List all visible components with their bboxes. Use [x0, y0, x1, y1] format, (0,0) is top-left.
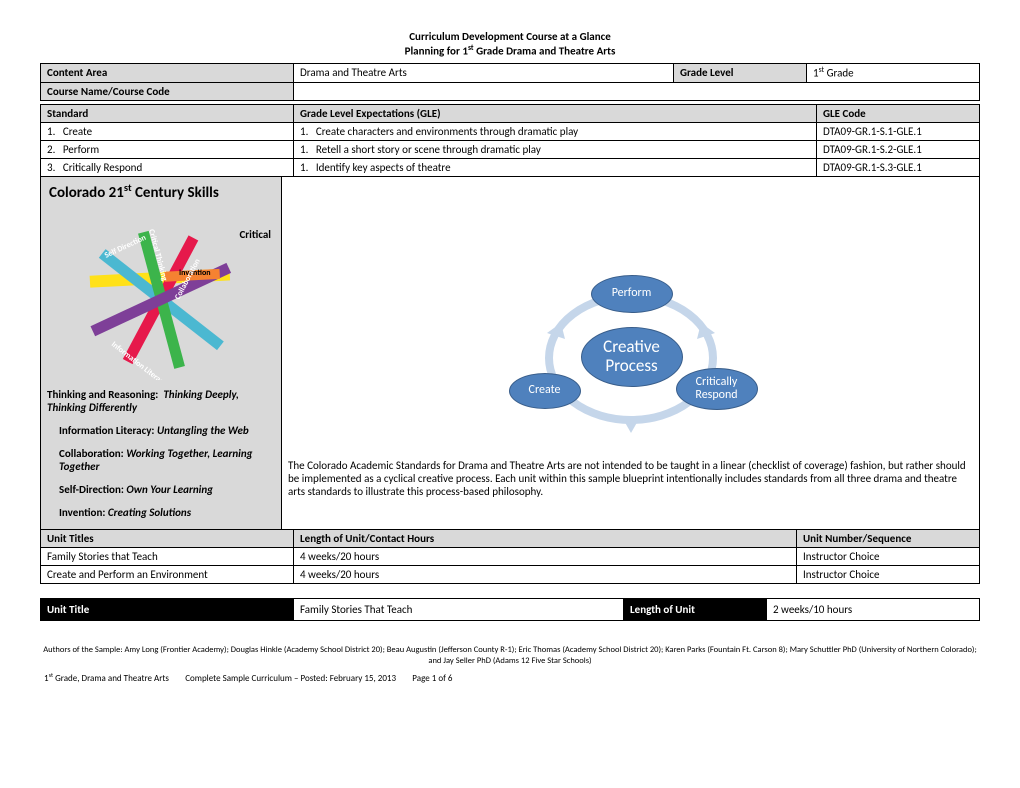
title-line-2: Planning for 1st Grade Drama and Theatre…: [40, 44, 980, 59]
skill-item: Invention: Creating Solutions: [59, 506, 281, 519]
units-table: Unit Titles Length of Unit/Contact Hours…: [40, 530, 980, 584]
doc-title: Curriculum Development Course at a Glanc…: [40, 30, 980, 59]
course-name-value: [294, 82, 980, 100]
unit-detail-table: Unit Title Family Stories That Teach Len…: [40, 598, 980, 621]
oval-create: Create: [509, 373, 581, 409]
diagram-cell: Perform Create Critically Respond Creati…: [282, 177, 980, 455]
oval-center: Creative Process: [581, 327, 683, 387]
content-area-value: Drama and Theatre Arts: [294, 64, 674, 83]
unit-title-value: Family Stories That Teach: [294, 598, 624, 620]
content-area-label: Content Area: [41, 64, 294, 83]
grade-level-label: Grade Level: [674, 64, 807, 83]
footer-meta: 1st Grade, Drama and Theatre Arts Comple…: [40, 671, 980, 684]
paragraph-cell: The Colorado Academic Standards for Dram…: [282, 455, 980, 529]
thinking-skill: Thinking and Reasoning: Thinking Deeply,…: [41, 388, 281, 418]
skill-item: Information Literacy: Untangling the Web: [59, 424, 281, 437]
skill-item: Self-Direction: Own Your Learning: [59, 483, 281, 496]
units-hdr-seq: Unit Number/Sequence: [797, 530, 980, 548]
oval-perform: Perform: [591, 275, 673, 313]
oval-respond: Critically Respond: [676, 368, 758, 410]
header-table: Content Area Drama and Theatre Arts Grad…: [40, 63, 980, 101]
std-row: 2. Perform 1. Retell a short story or sc…: [41, 140, 980, 158]
units-hdr-length: Length of Unit/Contact Hours: [294, 530, 797, 548]
unit-length-value: 2 weeks/10 hours: [767, 598, 980, 620]
skills-sidebar: Colorado 21st Century Skills Critical: [41, 177, 282, 530]
std-header-gle: Grade Level Expectations (GLE): [294, 104, 817, 122]
standards-table: Standard Grade Level Expectations (GLE) …: [40, 104, 980, 177]
title-line-1: Curriculum Development Course at a Glanc…: [40, 30, 980, 44]
units-hdr-titles: Unit Titles: [41, 530, 294, 548]
unit-length-label: Length of Unit: [624, 598, 767, 620]
std-header-standard: Standard: [41, 104, 294, 122]
skills-title: Colorado 21st Century Skills: [41, 177, 281, 206]
main-body-table: Colorado 21st Century Skills Critical: [40, 177, 980, 530]
footer-authors: Authors of the Sample: Amy Long (Frontie…: [40, 645, 980, 667]
std-row: 3. Critically Respond 1. Identify key as…: [41, 158, 980, 176]
star-diagram: Critical: [61, 210, 261, 380]
creative-process-diagram: Perform Create Critically Respond Creati…: [501, 263, 761, 443]
unit-title-label: Unit Title: [41, 598, 294, 620]
unit-row: Family Stories that Teach 4 weeks/20 hou…: [41, 547, 980, 565]
std-header-code: GLE Code: [817, 104, 980, 122]
std-row: 1. Create 1. Create characters and envir…: [41, 122, 980, 140]
grade-level-value: 1st Grade: [807, 64, 980, 83]
svg-text:Self Direction: Self Direction: [103, 233, 148, 261]
unit-row: Create and Perform an Environment 4 week…: [41, 565, 980, 583]
course-name-label: Course Name/Course Code: [41, 82, 294, 100]
skill-item: Collaboration: Working Together, Learnin…: [59, 447, 281, 473]
